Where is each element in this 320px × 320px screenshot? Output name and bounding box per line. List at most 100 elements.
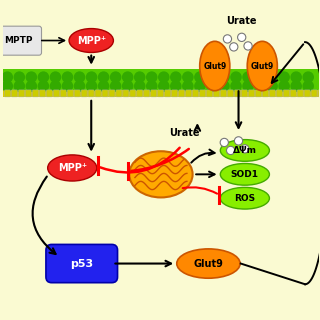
Circle shape: [243, 72, 253, 82]
Circle shape: [2, 72, 12, 82]
FancyBboxPatch shape: [46, 90, 52, 97]
FancyBboxPatch shape: [12, 90, 17, 97]
Circle shape: [219, 81, 229, 91]
Circle shape: [195, 72, 205, 82]
Circle shape: [235, 137, 243, 145]
Ellipse shape: [69, 28, 113, 52]
FancyBboxPatch shape: [318, 90, 320, 97]
Circle shape: [14, 72, 24, 82]
Circle shape: [50, 72, 60, 82]
Circle shape: [267, 72, 277, 82]
FancyBboxPatch shape: [241, 90, 247, 97]
Ellipse shape: [129, 151, 193, 197]
Ellipse shape: [48, 155, 97, 181]
Circle shape: [303, 81, 313, 91]
Circle shape: [99, 72, 109, 82]
Text: Urate: Urate: [169, 128, 200, 138]
Circle shape: [147, 72, 157, 82]
FancyBboxPatch shape: [88, 90, 94, 97]
Circle shape: [123, 81, 133, 91]
Text: SOD1: SOD1: [231, 170, 259, 179]
FancyBboxPatch shape: [18, 90, 24, 97]
Circle shape: [231, 72, 241, 82]
FancyBboxPatch shape: [311, 90, 317, 97]
Circle shape: [26, 72, 36, 82]
Circle shape: [50, 81, 60, 91]
Circle shape: [231, 81, 241, 91]
Circle shape: [159, 72, 169, 82]
Circle shape: [110, 72, 121, 82]
Circle shape: [62, 72, 73, 82]
FancyBboxPatch shape: [130, 90, 136, 97]
Circle shape: [279, 72, 289, 82]
FancyBboxPatch shape: [172, 90, 178, 97]
FancyBboxPatch shape: [290, 90, 296, 97]
Text: Glut9: Glut9: [194, 259, 223, 268]
FancyBboxPatch shape: [60, 90, 66, 97]
FancyBboxPatch shape: [95, 90, 101, 97]
FancyBboxPatch shape: [200, 90, 205, 97]
Circle shape: [183, 81, 193, 91]
FancyBboxPatch shape: [235, 90, 240, 97]
Text: p53: p53: [70, 259, 93, 268]
FancyBboxPatch shape: [228, 90, 234, 97]
Circle shape: [26, 81, 36, 91]
Ellipse shape: [247, 41, 277, 91]
Circle shape: [135, 72, 145, 82]
Circle shape: [291, 72, 301, 82]
Circle shape: [207, 81, 217, 91]
FancyBboxPatch shape: [109, 90, 115, 97]
FancyBboxPatch shape: [276, 90, 282, 97]
FancyBboxPatch shape: [297, 90, 303, 97]
FancyBboxPatch shape: [255, 90, 261, 97]
FancyBboxPatch shape: [3, 69, 319, 90]
Circle shape: [243, 81, 253, 91]
FancyBboxPatch shape: [39, 90, 45, 97]
Circle shape: [147, 81, 157, 91]
FancyBboxPatch shape: [186, 90, 192, 97]
Circle shape: [75, 81, 84, 91]
Text: MPP⁺: MPP⁺: [58, 163, 87, 173]
Circle shape: [219, 72, 229, 82]
FancyBboxPatch shape: [0, 26, 42, 55]
Circle shape: [135, 81, 145, 91]
Circle shape: [62, 81, 73, 91]
Circle shape: [255, 72, 265, 82]
Text: Urate: Urate: [227, 16, 257, 27]
Text: MPTP: MPTP: [4, 36, 33, 45]
FancyBboxPatch shape: [53, 90, 59, 97]
Text: Glut9: Glut9: [251, 61, 274, 70]
FancyBboxPatch shape: [3, 90, 319, 97]
Circle shape: [110, 81, 121, 91]
FancyBboxPatch shape: [67, 90, 73, 97]
Circle shape: [86, 81, 97, 91]
Circle shape: [86, 72, 97, 82]
Circle shape: [241, 145, 249, 153]
Ellipse shape: [177, 249, 240, 278]
Circle shape: [2, 81, 12, 91]
Ellipse shape: [220, 164, 269, 185]
Ellipse shape: [200, 41, 230, 91]
Circle shape: [220, 138, 228, 147]
FancyBboxPatch shape: [158, 90, 164, 97]
FancyBboxPatch shape: [144, 90, 150, 97]
Circle shape: [255, 81, 265, 91]
Circle shape: [237, 33, 246, 42]
Circle shape: [38, 81, 48, 91]
FancyBboxPatch shape: [81, 90, 87, 97]
Circle shape: [14, 81, 24, 91]
FancyBboxPatch shape: [283, 90, 289, 97]
FancyBboxPatch shape: [304, 90, 310, 97]
Circle shape: [244, 42, 252, 50]
Circle shape: [171, 72, 181, 82]
Text: MPP⁺: MPP⁺: [77, 36, 106, 45]
FancyBboxPatch shape: [25, 90, 31, 97]
Circle shape: [227, 146, 235, 155]
Circle shape: [171, 81, 181, 91]
FancyBboxPatch shape: [137, 90, 143, 97]
FancyBboxPatch shape: [4, 90, 11, 97]
Text: ΔΨm: ΔΨm: [233, 146, 257, 155]
FancyBboxPatch shape: [151, 90, 157, 97]
Text: ROS: ROS: [234, 194, 255, 203]
Circle shape: [123, 72, 133, 82]
